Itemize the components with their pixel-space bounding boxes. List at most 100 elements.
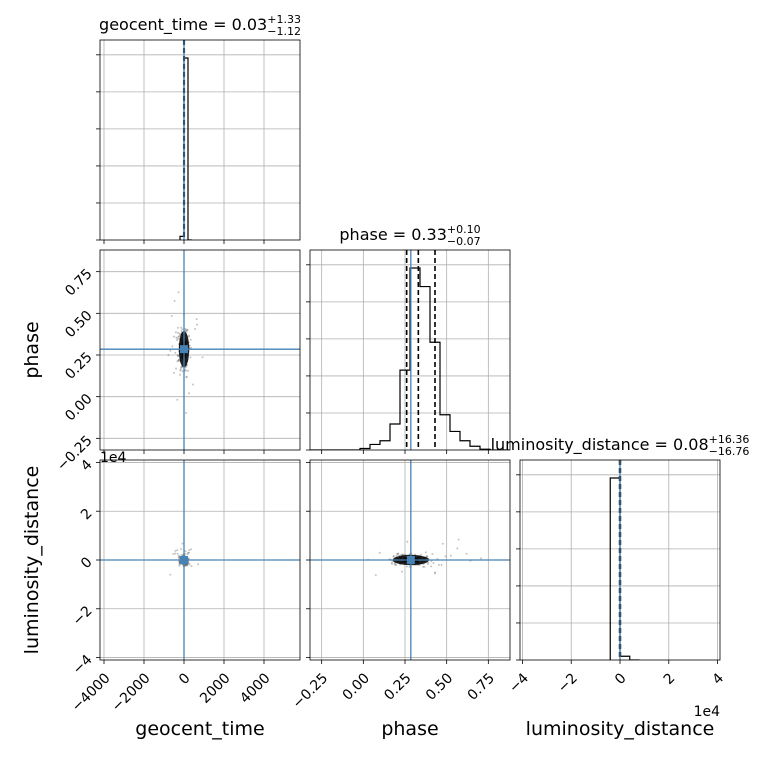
sample-point — [397, 552, 400, 555]
sample-point — [169, 349, 172, 352]
truth-marker — [406, 556, 415, 564]
sample-point — [426, 562, 429, 565]
sample-point — [180, 548, 183, 551]
sample-point — [184, 411, 187, 414]
sample-point — [187, 551, 190, 554]
sample-point — [186, 564, 189, 567]
sample-point — [434, 571, 437, 574]
title-value: phase = 0.33 — [339, 225, 446, 244]
sample-point — [176, 360, 179, 363]
sample-point — [190, 565, 193, 568]
sample-point — [444, 555, 447, 558]
sample-point — [184, 563, 187, 566]
sample-point — [174, 549, 177, 552]
sample-point — [178, 564, 181, 567]
sample-point — [176, 331, 179, 334]
sample-point — [189, 338, 192, 341]
sample-point — [196, 323, 199, 326]
sample-point — [184, 550, 187, 553]
sample-point — [201, 356, 204, 359]
sample-point — [393, 563, 396, 566]
x-axis-label-geocent_time: geocent_time — [135, 718, 264, 740]
y-tick-label: 0.00 — [62, 391, 95, 424]
sample-point — [185, 328, 188, 331]
sample-point — [194, 327, 197, 330]
x-tick-label: 4000 — [237, 670, 274, 707]
sample-point — [423, 565, 426, 568]
title-lower-error: −16.76 — [709, 445, 750, 458]
y-offset-text: 1e4 — [100, 450, 127, 466]
sample-point — [186, 553, 189, 556]
sample-point — [171, 345, 174, 348]
title-upper-error: +0.10 — [447, 223, 481, 236]
x-tick-label: 0.25 — [381, 670, 414, 703]
histogram-phase — [310, 267, 510, 450]
sample-point — [177, 358, 180, 361]
sample-point — [457, 538, 460, 541]
x-tick-label: 0 — [612, 670, 630, 688]
sample-point — [395, 554, 398, 557]
y-axis-label-phase: phase — [21, 321, 43, 378]
sample-point — [176, 339, 179, 342]
title-luminosity_distance: luminosity_distance = 0.08+16.36 −16.76 — [491, 433, 750, 458]
sample-point — [172, 335, 175, 338]
sample-point — [190, 346, 193, 349]
x-tick-label: −0.25 — [290, 670, 332, 712]
panel-frame — [99, 39, 301, 241]
sample-point — [179, 366, 182, 369]
y-tick-label: −2 — [70, 603, 96, 629]
panel-frame — [99, 249, 301, 451]
sample-point — [178, 373, 181, 376]
sample-point — [187, 335, 190, 338]
x-offset-text: 1e4 — [694, 704, 721, 720]
sample-point — [178, 560, 181, 563]
panel-geocent_time-vs-geocent_time — [96, 39, 301, 244]
sample-point — [441, 542, 444, 545]
sample-point — [440, 564, 443, 567]
sample-point — [433, 572, 436, 575]
sample-point — [169, 573, 172, 576]
x-tick-label: −4 — [506, 670, 532, 696]
title-upper-error: +1.33 — [267, 13, 301, 26]
y-tick-label: 4 — [78, 457, 96, 475]
sample-point — [178, 555, 181, 558]
sample-point — [197, 563, 200, 566]
y-tick-label: 0.50 — [62, 308, 95, 341]
sample-point — [180, 326, 183, 329]
histogram-geocent_time — [179, 57, 192, 240]
sample-point — [185, 376, 188, 379]
sample-point — [176, 337, 179, 340]
sample-cloud — [367, 538, 483, 576]
sample-point — [432, 562, 435, 565]
sample-point — [187, 557, 190, 560]
sample-point — [449, 554, 452, 557]
sample-point — [178, 334, 181, 337]
sample-point — [178, 332, 181, 335]
x-tick-label: 4 — [710, 670, 728, 688]
sample-point — [394, 563, 397, 566]
title-value: geocent_time = 0.03 — [99, 15, 267, 35]
sample-point — [427, 561, 430, 564]
sample-point — [181, 370, 184, 373]
sample-point — [405, 565, 408, 568]
sample-point — [173, 300, 176, 303]
sample-point — [170, 314, 173, 317]
x-tick-label: −2000 — [109, 670, 154, 715]
sample-point — [176, 398, 179, 401]
x-tick-label: 2000 — [197, 670, 234, 707]
sample-point — [378, 551, 381, 554]
sample-point — [175, 336, 178, 339]
sample-point — [175, 367, 178, 370]
sample-point — [185, 564, 188, 567]
sample-point — [184, 329, 187, 332]
sample-point — [186, 328, 189, 331]
sample-point — [395, 552, 398, 555]
sample-point — [180, 553, 183, 556]
x-tick-label: 2 — [661, 670, 679, 688]
sample-point — [184, 327, 187, 330]
sample-point — [181, 366, 184, 369]
sample-point — [176, 326, 179, 329]
y-axis-label-luminosity_distance: luminosity_distance — [21, 466, 43, 655]
x-axis-label-luminosity_distance: luminosity_distance — [526, 718, 715, 740]
